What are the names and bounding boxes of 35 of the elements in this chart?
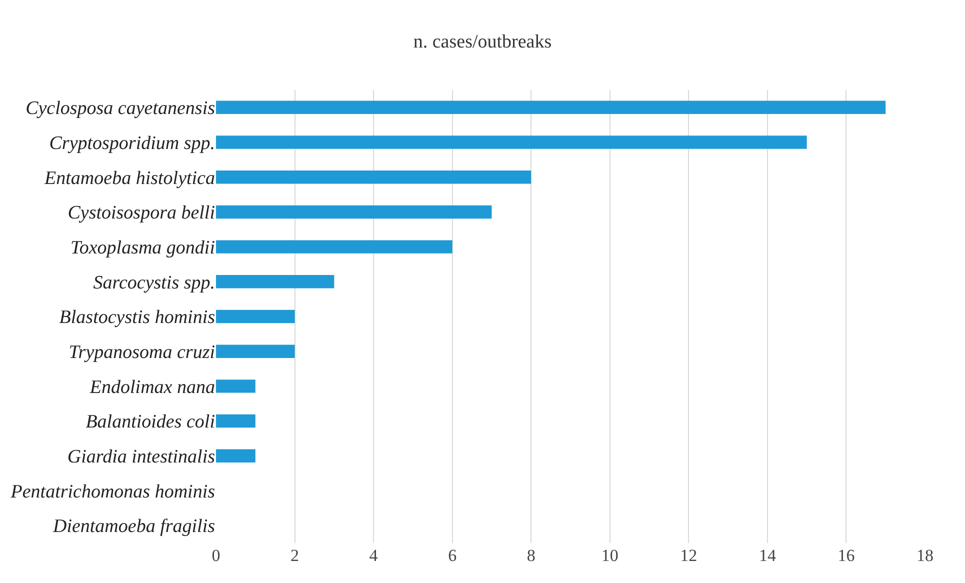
y-tick-label: Entamoeba histolytica xyxy=(44,168,215,189)
bar xyxy=(216,449,256,463)
y-tick-label: Pentatrichomonas hominis xyxy=(10,481,215,502)
bar xyxy=(216,414,256,428)
y-tick-label: Trypanosoma cruzi xyxy=(68,342,215,363)
bar xyxy=(216,275,334,288)
x-tick-label: 16 xyxy=(838,546,855,565)
chart-title: n. cases/outbreaks xyxy=(413,31,552,52)
x-tick-label: 14 xyxy=(758,546,776,565)
x-tick-label: 6 xyxy=(448,546,457,565)
bar xyxy=(216,344,295,358)
bar xyxy=(216,205,492,219)
x-tick-label: 10 xyxy=(601,546,618,565)
y-tick-label: Cryptosporidium spp. xyxy=(49,132,215,154)
x-tick-label: 12 xyxy=(680,546,698,565)
bar xyxy=(216,310,295,324)
y-tick-label: Balantioides coli xyxy=(86,412,215,433)
bar xyxy=(216,100,886,114)
bar xyxy=(216,136,807,149)
y-tick-label: Blastocystis hominis xyxy=(59,307,215,328)
y-tick-label: Giardia intestinalis xyxy=(67,446,215,468)
bar xyxy=(216,240,452,254)
y-tick-label: Sarcocystis spp. xyxy=(93,272,215,294)
y-tick-label: Cystoisospora belli xyxy=(68,202,215,224)
x-tick-label: 0 xyxy=(212,546,220,565)
x-tick-label: 18 xyxy=(916,546,934,565)
x-tick-label: 8 xyxy=(526,546,536,565)
bar xyxy=(216,170,532,184)
y-tick-label: Dientamoeba fragilis xyxy=(52,516,215,538)
bar xyxy=(216,380,256,393)
x-tick-label: 4 xyxy=(369,546,378,565)
y-tick-label: Cyclosposa cayetanensis xyxy=(26,98,215,120)
x-tick-label: 2 xyxy=(290,546,300,565)
y-tick-label: Toxoplasma gondii xyxy=(70,237,215,258)
y-tick-label: Endolimax nana xyxy=(88,376,215,398)
